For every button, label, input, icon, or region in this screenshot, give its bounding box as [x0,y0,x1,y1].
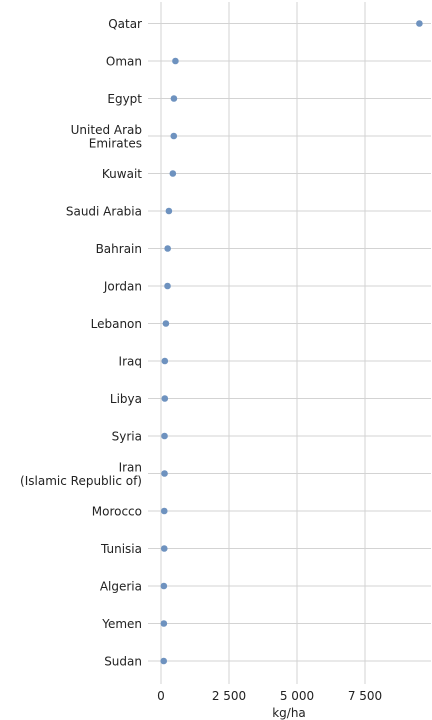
y-tick-label: Tunisia [100,542,142,556]
data-point [170,132,178,140]
x-tick-label: 2 500 [212,689,246,703]
data-point [161,432,168,440]
x-tick-label: 5 000 [280,689,314,703]
data-point [162,320,170,327]
data-point [161,470,168,477]
y-tick-label: Lebanon [91,317,142,331]
y-tick-label: United Arab Emirates [71,123,142,151]
data-point [164,245,171,252]
data-point [416,20,423,27]
y-tick-label: Libya [110,392,142,406]
y-tick-label: Sudan [104,655,142,669]
y-tick-label: Morocco [92,505,142,519]
data-point [160,582,168,590]
data-point [160,507,168,515]
y-tick-label: Algeria [100,580,142,594]
x-axis-title: kg/ha [272,706,306,720]
y-tick-label: Jordan [103,280,142,294]
data-point [169,170,177,177]
y-tick-label: Egypt [107,92,142,106]
data-point [161,395,169,402]
x-tick-label: 7 500 [348,689,382,703]
y-tick-label: Iraq [119,355,142,369]
x-axis-tick-labels: 0 2 500 5 000 7 500 [157,689,382,703]
y-tick-label: Syria [112,430,142,444]
y-tick-label: Oman [106,55,142,69]
y-tick-label: Qatar [108,17,142,31]
y-tick-label: Iran (Islamic Republic of) [20,460,142,488]
y-axis-tick-labels: Qatar Oman Egypt United Arab Emirates Kuwait S… [20,17,142,669]
data-point [160,657,168,665]
category-guide-lines [148,23,431,662]
grid-lines [160,2,366,684]
y-tick-label: Saudi Arabia [66,205,142,219]
data-points [160,20,423,665]
data-point [164,282,171,290]
data-point [161,357,169,365]
x-tick-label: 0 [157,689,165,703]
data-point [172,57,179,65]
y-tick-label: Bahrain [96,242,142,256]
data-point [165,207,173,215]
y-tick-label: Yemen [101,617,142,631]
data-point [160,620,168,627]
data-point [170,95,178,102]
y-tick-label: Kuwait [102,167,142,181]
data-point [160,545,168,552]
